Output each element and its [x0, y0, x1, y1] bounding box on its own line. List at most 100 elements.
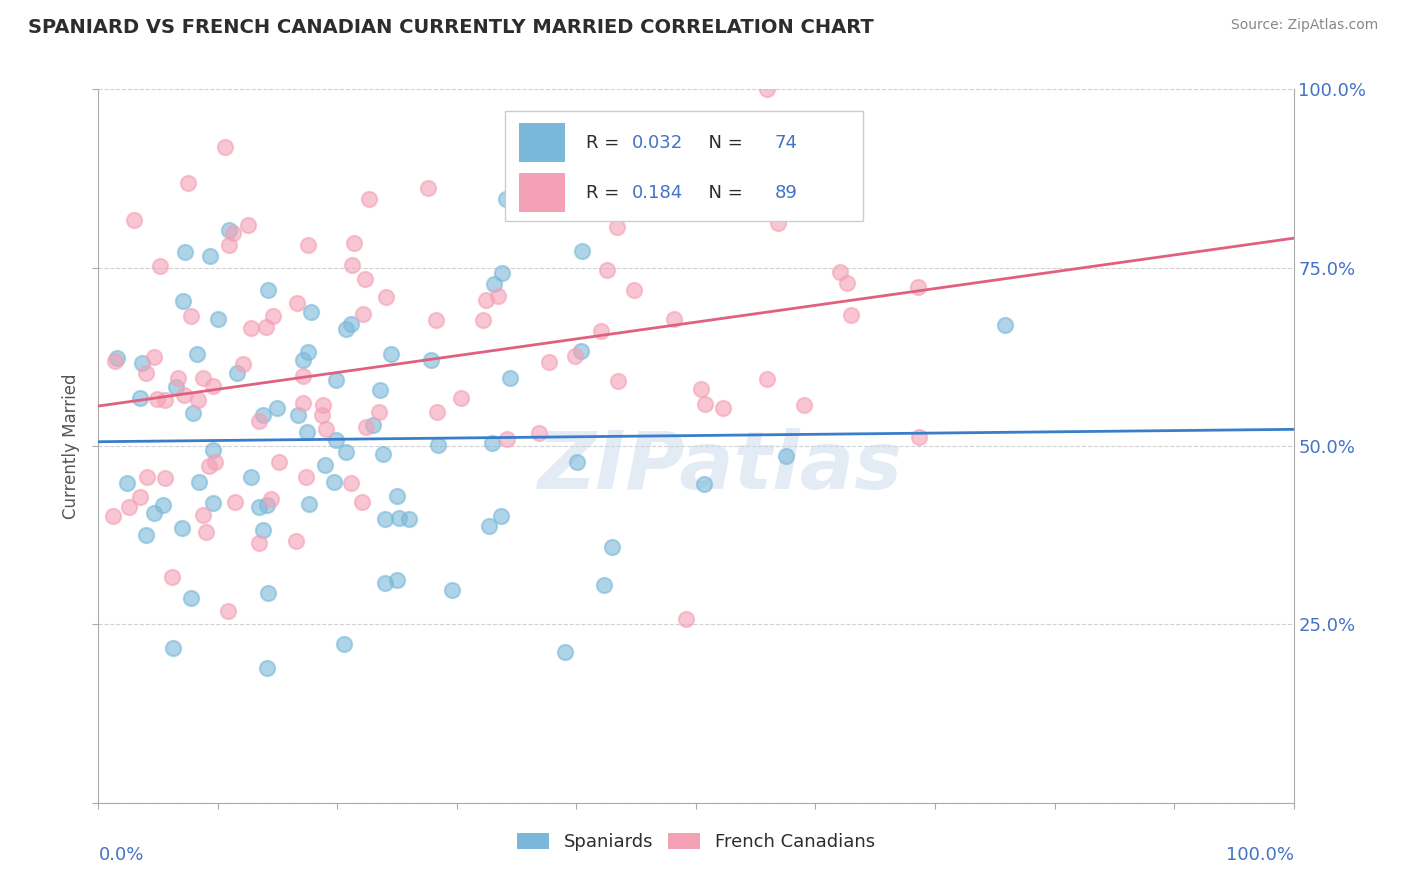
Point — [214, 140, 236, 154]
Point — [247, 414, 270, 428]
Point — [222, 226, 245, 240]
Text: 89: 89 — [775, 184, 797, 202]
Point — [186, 347, 208, 361]
Text: 0.184: 0.184 — [631, 184, 683, 202]
Point — [145, 392, 167, 406]
Point — [491, 266, 513, 280]
Point — [359, 192, 381, 206]
Point — [793, 398, 815, 412]
Point — [471, 313, 494, 327]
Y-axis label: Currently Married: Currently Married — [62, 373, 80, 519]
Point — [239, 320, 262, 334]
Point — [353, 272, 375, 286]
Point — [361, 417, 384, 432]
Point — [356, 420, 378, 434]
Point — [180, 591, 202, 606]
Point — [633, 121, 655, 136]
Point — [335, 322, 357, 336]
Point — [201, 378, 224, 392]
Point — [427, 438, 450, 452]
Point — [173, 387, 195, 401]
Point — [332, 637, 354, 651]
Point — [295, 425, 318, 439]
Point — [191, 508, 214, 522]
FancyBboxPatch shape — [519, 173, 565, 212]
Point — [388, 510, 411, 524]
Point — [340, 258, 363, 272]
Point — [711, 401, 734, 415]
Point — [181, 406, 204, 420]
Point — [256, 586, 278, 600]
Text: Source: ZipAtlas.com: Source: ZipAtlas.com — [1230, 18, 1378, 32]
Point — [218, 237, 240, 252]
Point — [135, 528, 157, 542]
Point — [907, 280, 929, 294]
Point — [287, 409, 309, 423]
Point — [315, 422, 337, 436]
Point — [477, 519, 499, 533]
Point — [269, 455, 291, 469]
Point — [165, 380, 187, 394]
Point — [756, 372, 779, 386]
Text: SPANIARD VS FRENCH CANADIAN CURRENTLY MARRIED CORRELATION CHART: SPANIARD VS FRENCH CANADIAN CURRENTLY MA… — [28, 18, 875, 37]
Point — [135, 470, 157, 484]
Point — [368, 383, 391, 397]
Point — [554, 644, 576, 658]
Point — [693, 476, 716, 491]
Point — [256, 498, 278, 512]
Point — [475, 293, 498, 308]
Point — [285, 295, 308, 310]
Point — [339, 476, 361, 491]
Point — [104, 354, 127, 368]
Point — [335, 445, 357, 459]
Point — [294, 470, 316, 484]
Point — [291, 368, 314, 383]
Point — [143, 506, 166, 520]
Point — [340, 317, 363, 331]
Point — [298, 497, 321, 511]
Point — [450, 391, 472, 405]
Point — [204, 455, 226, 469]
Point — [994, 318, 1017, 333]
Point — [254, 320, 277, 334]
Point — [352, 307, 374, 321]
Point — [202, 496, 225, 510]
Point — [689, 382, 711, 396]
Text: N =: N = — [697, 134, 748, 152]
Text: 0.032: 0.032 — [631, 134, 683, 152]
Point — [368, 405, 391, 419]
Point — [828, 265, 851, 279]
Point — [162, 641, 184, 656]
Legend: Spaniards, French Canadians: Spaniards, French Canadians — [510, 825, 882, 858]
Point — [128, 392, 150, 406]
Point — [596, 262, 619, 277]
Point — [131, 356, 153, 370]
Text: ZIPatlas: ZIPatlas — [537, 428, 903, 507]
Point — [662, 312, 685, 326]
Point — [193, 371, 215, 385]
Point — [149, 259, 172, 273]
Point — [207, 311, 229, 326]
Point — [564, 349, 586, 363]
Point — [628, 123, 651, 137]
Point — [170, 521, 193, 535]
Text: 74: 74 — [775, 134, 797, 152]
Point — [675, 612, 697, 626]
Point — [201, 442, 224, 457]
Point — [187, 392, 209, 407]
Point — [607, 374, 630, 388]
Point — [135, 366, 157, 380]
Point — [122, 213, 145, 227]
Text: N =: N = — [697, 184, 748, 202]
Point — [311, 408, 333, 422]
Point — [252, 408, 274, 422]
Point — [371, 447, 394, 461]
Point — [195, 525, 218, 540]
Point — [197, 458, 219, 473]
Point — [198, 249, 221, 263]
Point — [257, 283, 280, 297]
Point — [101, 508, 124, 523]
Point — [262, 310, 284, 324]
Point — [486, 289, 509, 303]
Point — [385, 489, 408, 503]
